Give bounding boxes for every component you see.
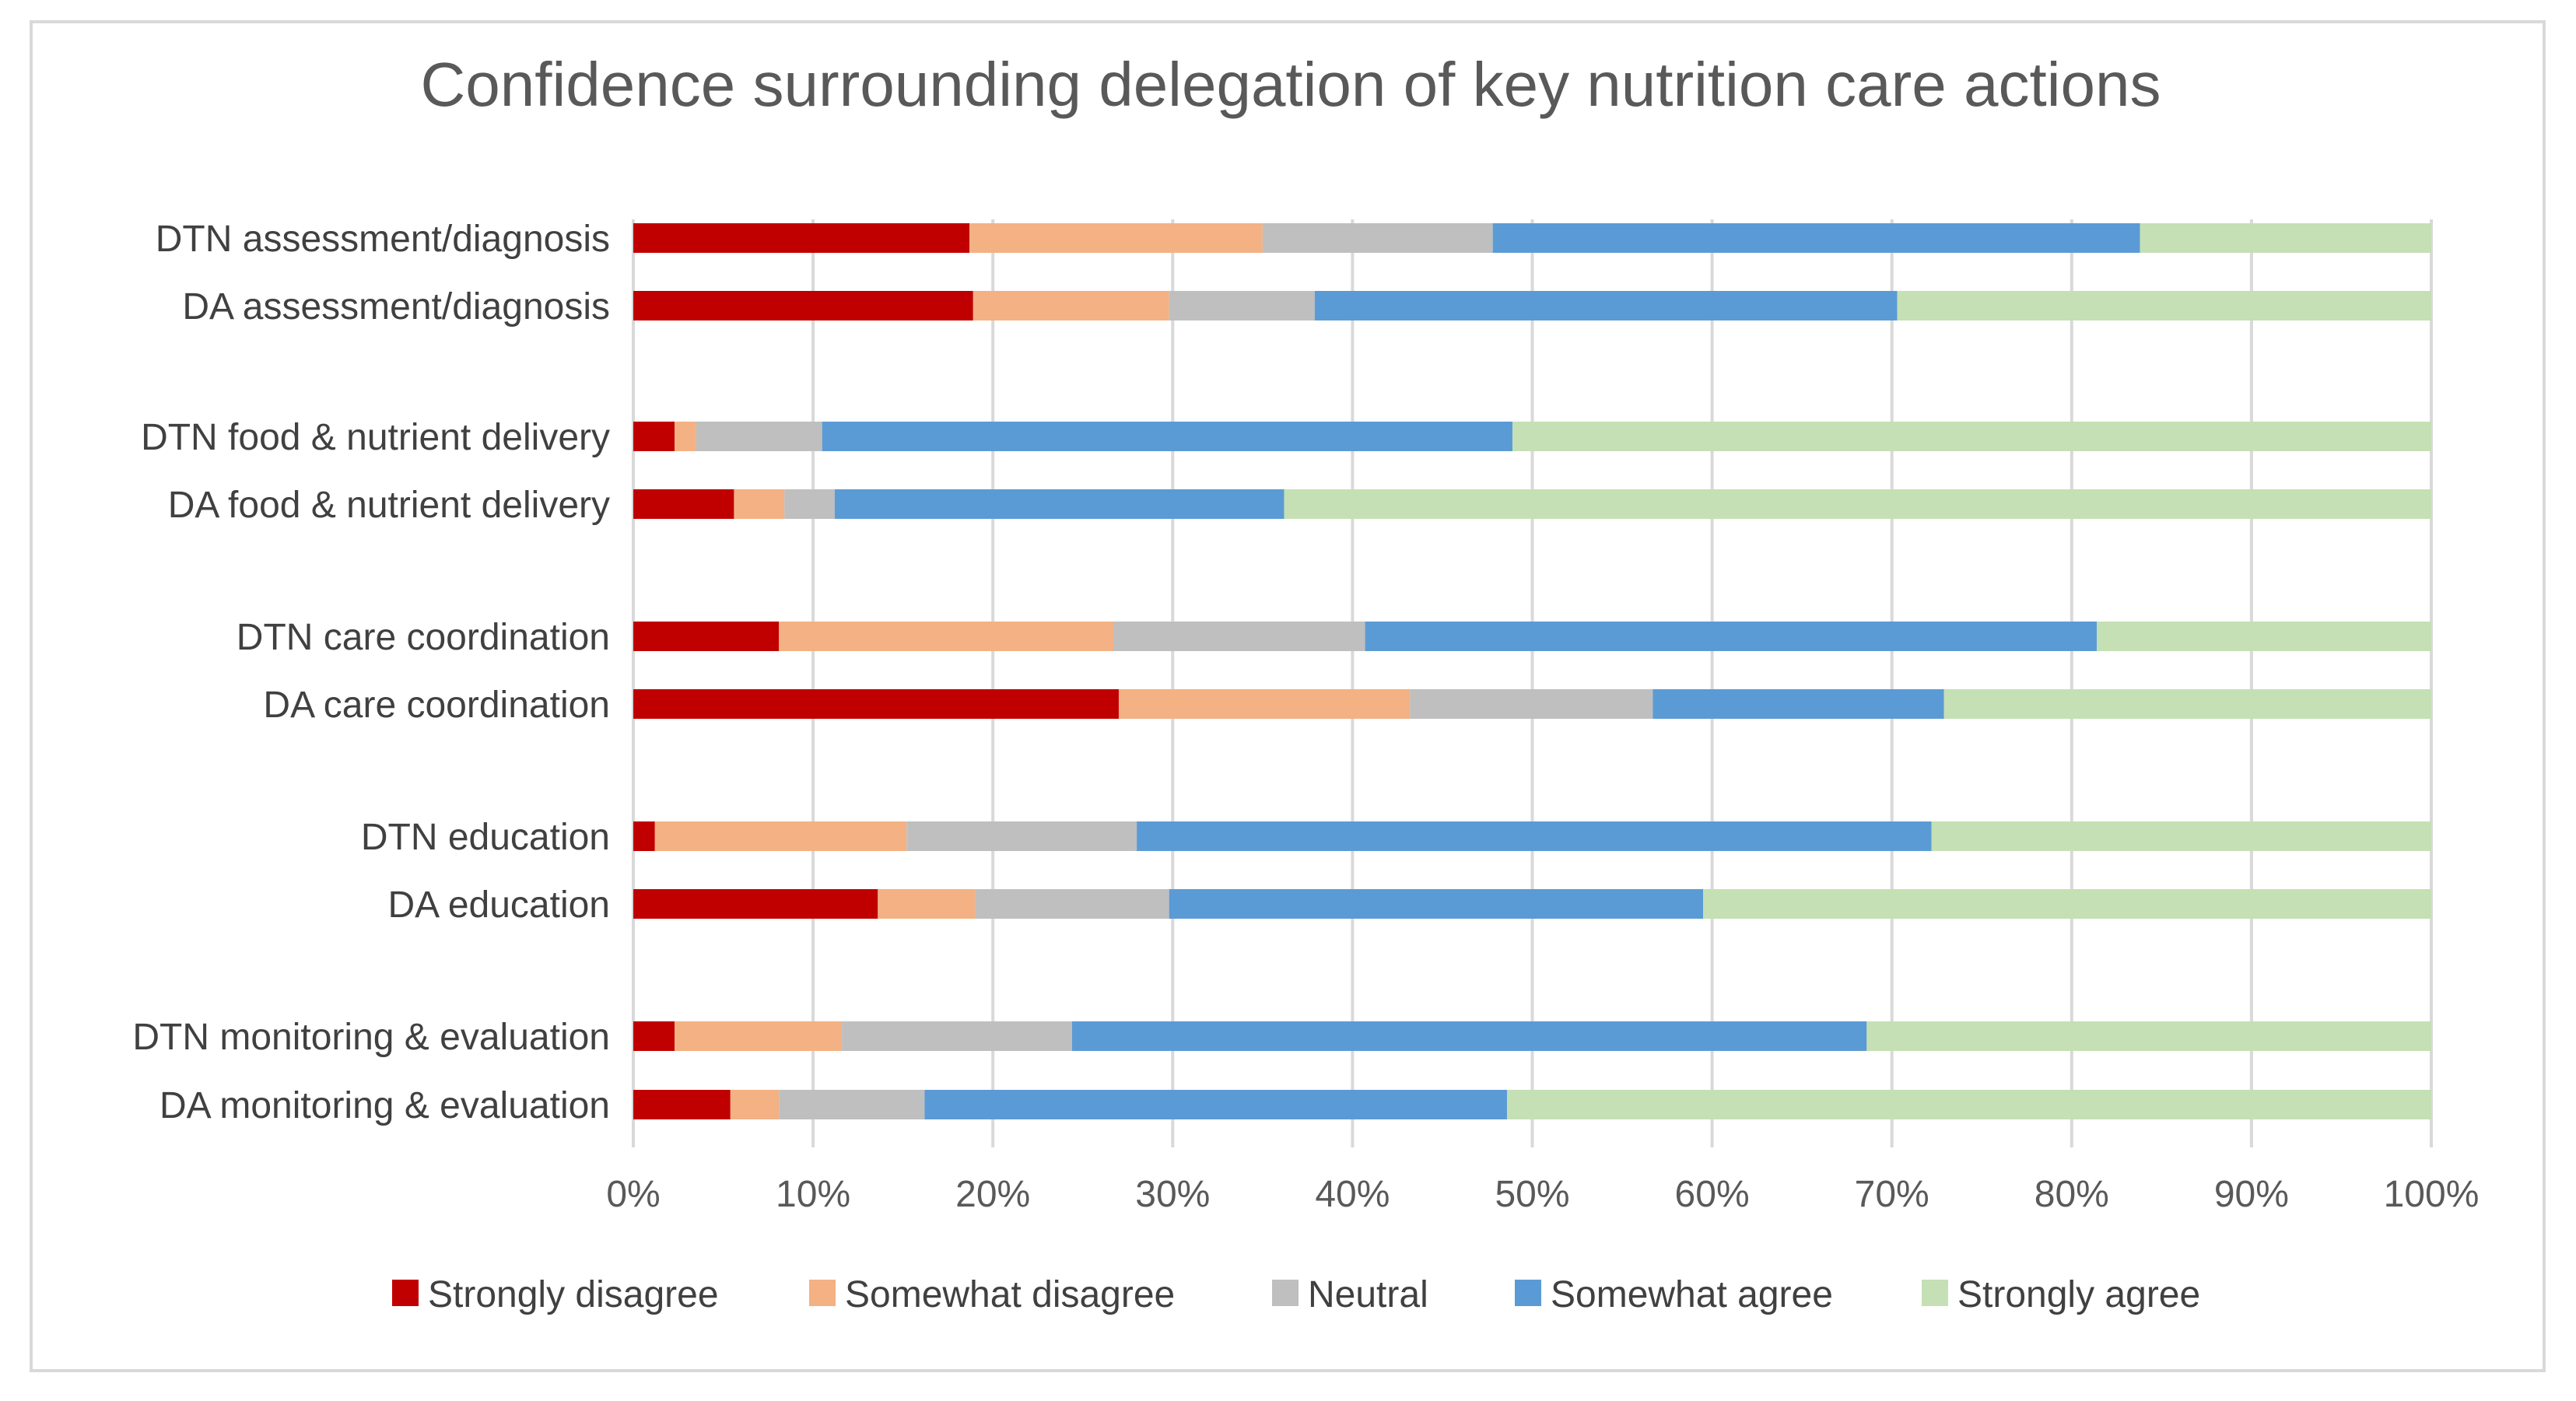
bar-segment-somewhat-agree bbox=[1492, 223, 2140, 253]
bar-segment-somewhat-disagree bbox=[654, 821, 907, 851]
bar-segment-neutral bbox=[1410, 689, 1653, 719]
bar-segment-strongly-disagree bbox=[633, 689, 1119, 719]
bar-segment-neutral bbox=[906, 821, 1137, 851]
legend-label: Strongly disagree bbox=[428, 1274, 719, 1315]
bar-segment-neutral bbox=[975, 889, 1169, 919]
bar-segment-strongly-disagree bbox=[633, 1021, 675, 1051]
bar-segment-somewhat-disagree bbox=[730, 1090, 780, 1119]
chart-area: Confidence surrounding delegation of key… bbox=[30, 20, 2546, 1372]
category-label: DTN care coordination bbox=[237, 617, 610, 658]
bar-segment-strongly-agree bbox=[2140, 223, 2431, 253]
bar-segment-somewhat-agree bbox=[1137, 821, 1932, 851]
x-tick-label: 80% bbox=[2035, 1174, 2109, 1215]
legend-swatch bbox=[1922, 1280, 1948, 1306]
bar-segment-strongly-agree bbox=[1897, 291, 2431, 320]
gridlines bbox=[632, 219, 2433, 1147]
bar-segment-neutral bbox=[779, 1090, 925, 1119]
category-label: DTN education bbox=[361, 817, 610, 858]
legend-label: Somewhat agree bbox=[1551, 1274, 1833, 1315]
bar-segment-strongly-disagree bbox=[633, 489, 734, 519]
x-tick-label: 70% bbox=[1855, 1174, 1929, 1215]
bar-segment-neutral bbox=[784, 489, 835, 519]
x-tick-label: 10% bbox=[776, 1174, 850, 1215]
bar-segment-somewhat-agree bbox=[1169, 889, 1704, 919]
bar-segment-strongly-disagree bbox=[633, 622, 780, 651]
x-tick-label: 0% bbox=[606, 1174, 660, 1215]
bar-segment-somewhat-disagree bbox=[973, 291, 1169, 320]
bar-segment-somewhat-agree bbox=[1365, 622, 2098, 651]
bar-segment-strongly-agree bbox=[1866, 1021, 2431, 1051]
bars bbox=[633, 223, 2431, 1119]
chart-title: Confidence surrounding delegation of key… bbox=[421, 50, 2161, 119]
category-label: DTN assessment/diagnosis bbox=[156, 219, 610, 260]
bar-segment-somewhat-agree bbox=[834, 489, 1284, 519]
legend-label: Strongly agree bbox=[1957, 1274, 2200, 1315]
bar-segment-somewhat-disagree bbox=[1118, 689, 1411, 719]
category-label: DA monitoring & evaluation bbox=[159, 1085, 610, 1126]
bar-segment-neutral bbox=[696, 422, 822, 451]
stacked-bar-chart: Confidence surrounding delegation of key… bbox=[132, 50, 2479, 1315]
bar-segment-strongly-agree bbox=[2097, 622, 2431, 651]
bar-segment-strongly-agree bbox=[1512, 422, 2431, 451]
legend: Strongly disagree Somewhat disagree Neutra… bbox=[392, 1274, 2200, 1315]
legend-swatch bbox=[1272, 1280, 1299, 1306]
bar-segment-somewhat-agree bbox=[1314, 291, 1898, 320]
bar-segment-strongly-disagree bbox=[633, 422, 675, 451]
category-label: DA food & nutrient delivery bbox=[168, 485, 610, 526]
category-label: DTN monitoring & evaluation bbox=[132, 1017, 610, 1058]
bar-segment-somewhat-disagree bbox=[878, 889, 976, 919]
bar-segment-somewhat-disagree bbox=[734, 489, 785, 519]
bar-segment-strongly-disagree bbox=[633, 223, 970, 253]
legend-label: Neutral bbox=[1308, 1274, 1428, 1315]
legend-swatch bbox=[809, 1280, 836, 1306]
category-label: DTN food & nutrient delivery bbox=[141, 417, 610, 458]
bar-segment-somewhat-disagree bbox=[675, 422, 696, 451]
x-tick-label: 40% bbox=[1315, 1174, 1390, 1215]
x-tick-label: 20% bbox=[955, 1174, 1030, 1215]
bar-segment-strongly-disagree bbox=[633, 821, 655, 851]
bar-segment-strongly-disagree bbox=[633, 889, 878, 919]
bar-segment-strongly-disagree bbox=[633, 1090, 731, 1119]
bar-segment-somewhat-agree bbox=[1652, 689, 1944, 719]
bar-segment-neutral bbox=[842, 1021, 1072, 1051]
legend-swatch bbox=[392, 1280, 419, 1306]
bar-segment-strongly-agree bbox=[1943, 689, 2431, 719]
bar-segment-somewhat-disagree bbox=[779, 622, 1114, 651]
x-tick-label: 50% bbox=[1495, 1174, 1569, 1215]
bar-segment-strongly-agree bbox=[1703, 889, 2431, 919]
x-axis-tick-labels: 0% 10% 20% 30% 40% 50% 60% 70% 80% 90% 100% bbox=[606, 1174, 2479, 1215]
bar-segment-strongly-agree bbox=[1931, 821, 2431, 851]
bar-segment-somewhat-disagree bbox=[969, 223, 1263, 253]
bar-segment-neutral bbox=[1169, 291, 1315, 320]
category-labels: DTN assessment/diagnosis DA assessment/di… bbox=[132, 219, 610, 1126]
bar-segment-somewhat-disagree bbox=[675, 1021, 843, 1051]
x-tick-label: 30% bbox=[1135, 1174, 1210, 1215]
bar-segment-strongly-agree bbox=[1507, 1090, 2431, 1119]
category-label: DA assessment/diagnosis bbox=[182, 286, 610, 327]
category-label: DA education bbox=[387, 884, 610, 926]
bar-segment-strongly-disagree bbox=[633, 291, 973, 320]
legend-swatch bbox=[1515, 1280, 1541, 1306]
x-tick-label: 100% bbox=[2384, 1174, 2480, 1215]
bar-segment-neutral bbox=[1262, 223, 1493, 253]
bar-segment-neutral bbox=[1113, 622, 1365, 651]
bar-segment-somewhat-agree bbox=[1071, 1021, 1867, 1051]
category-label: DA care coordination bbox=[263, 685, 610, 726]
x-tick-label: 90% bbox=[2214, 1174, 2289, 1215]
bar-segment-strongly-agree bbox=[1284, 489, 2431, 519]
bar-segment-somewhat-agree bbox=[822, 422, 1513, 451]
legend-label: Somewhat disagree bbox=[845, 1274, 1175, 1315]
x-tick-label: 60% bbox=[1675, 1174, 1750, 1215]
bar-segment-somewhat-agree bbox=[924, 1090, 1508, 1119]
